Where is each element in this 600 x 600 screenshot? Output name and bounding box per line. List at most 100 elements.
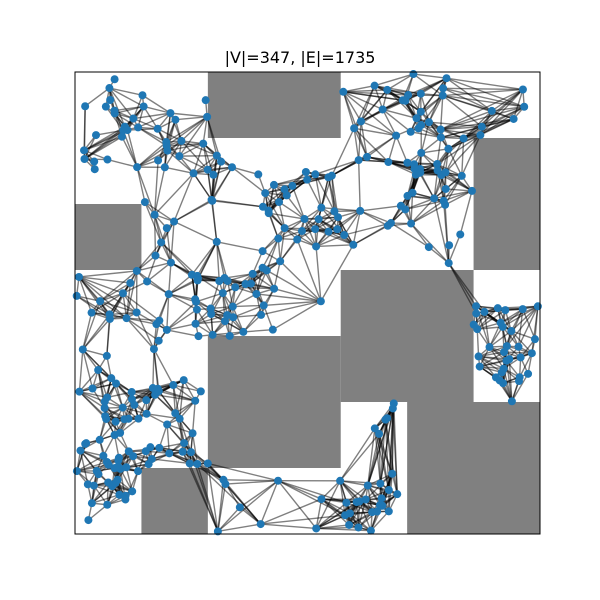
graph-node — [94, 366, 103, 375]
graph-edge — [262, 238, 279, 269]
graph-node — [144, 460, 153, 469]
graph-node — [153, 124, 162, 133]
graph-edge — [277, 480, 347, 504]
graph-node — [170, 217, 179, 226]
graph-node — [384, 507, 393, 516]
graph-node — [112, 379, 121, 388]
graph-edge — [442, 94, 525, 108]
graph-edge — [157, 388, 196, 402]
graph-edge — [178, 418, 192, 453]
graph-node — [356, 206, 365, 215]
graph-edge — [93, 484, 120, 496]
graph-node — [407, 219, 416, 228]
graph-node — [409, 70, 418, 79]
graph-node — [106, 96, 115, 105]
graph-edge — [360, 120, 397, 137]
graph-edge — [344, 222, 392, 236]
graph-node — [388, 404, 397, 413]
graph-edge — [136, 270, 170, 295]
graph-edge — [477, 322, 501, 330]
graph-node — [124, 447, 133, 456]
graph-edge — [386, 73, 414, 91]
graph-node — [186, 448, 195, 457]
graph-edge — [211, 166, 233, 202]
graph-node — [324, 173, 333, 182]
graph-edge — [384, 419, 398, 495]
graph-node — [406, 127, 415, 136]
graph-node — [366, 526, 375, 535]
graph-node — [334, 213, 343, 222]
graph-node — [248, 269, 257, 278]
graph-node — [436, 133, 445, 142]
graph-node — [349, 240, 358, 249]
graph-node — [105, 310, 114, 319]
graph-edge — [179, 142, 204, 157]
graph-edge — [478, 355, 505, 370]
graph-node — [408, 188, 417, 197]
graph-edge — [153, 160, 159, 215]
graph-node — [378, 105, 387, 114]
graph-edge — [359, 210, 389, 227]
graph-edge — [314, 228, 354, 246]
graph-edge — [235, 286, 275, 290]
graph-edge — [433, 170, 439, 199]
graph-node — [416, 107, 425, 116]
graph-node — [330, 207, 339, 216]
graph-node — [99, 451, 108, 460]
graph-node — [442, 74, 451, 83]
graph-node — [203, 112, 212, 121]
graph-node — [275, 198, 284, 207]
graph-edge — [353, 127, 389, 163]
graph-edge — [232, 304, 264, 308]
graph-node — [375, 501, 384, 510]
graph-edge — [321, 206, 361, 212]
graph-node — [392, 131, 401, 140]
graph-node — [120, 122, 129, 131]
graph-edge — [166, 228, 172, 263]
graph-edge — [418, 127, 442, 139]
graph-edge — [440, 106, 525, 131]
graph-node — [354, 156, 363, 165]
graph-edge — [191, 241, 218, 276]
graph-node — [134, 467, 143, 476]
graph-node — [524, 369, 533, 378]
graph-node — [472, 309, 481, 318]
graph-node — [124, 414, 133, 423]
graph-edge — [352, 225, 389, 246]
graph-edge — [442, 94, 493, 112]
graph-edge — [315, 480, 341, 529]
graph-edge — [519, 352, 533, 378]
graph-edge — [446, 77, 525, 108]
graph-edge — [413, 73, 447, 79]
graph-node — [261, 189, 270, 198]
graph-edge — [343, 210, 361, 236]
graph-edge — [107, 158, 138, 168]
graph-node — [228, 163, 237, 172]
graph-node — [312, 524, 321, 533]
graph-node — [111, 417, 120, 426]
graph-edge — [506, 308, 524, 347]
graph-node — [518, 305, 527, 314]
graph-node — [383, 414, 392, 423]
graph-edge — [315, 498, 323, 529]
graph-edge — [343, 84, 375, 93]
graph-node — [121, 491, 130, 500]
graph-edge — [158, 390, 176, 414]
graph-edge — [164, 166, 194, 174]
graph-node — [297, 227, 306, 236]
graph-node — [533, 302, 542, 311]
graph-edge — [252, 273, 265, 306]
graph-edge — [153, 349, 160, 392]
graph-edge — [210, 174, 215, 200]
graph-node — [339, 87, 348, 96]
graph-edge — [273, 261, 281, 289]
graph-edge — [315, 500, 360, 530]
graph-edge — [106, 391, 132, 399]
graph-node — [175, 152, 184, 161]
graph-edge — [158, 424, 168, 449]
graph-edge — [76, 295, 110, 315]
graph-edge — [146, 262, 172, 283]
graph-edge — [260, 288, 275, 316]
graph-edge — [461, 138, 465, 176]
